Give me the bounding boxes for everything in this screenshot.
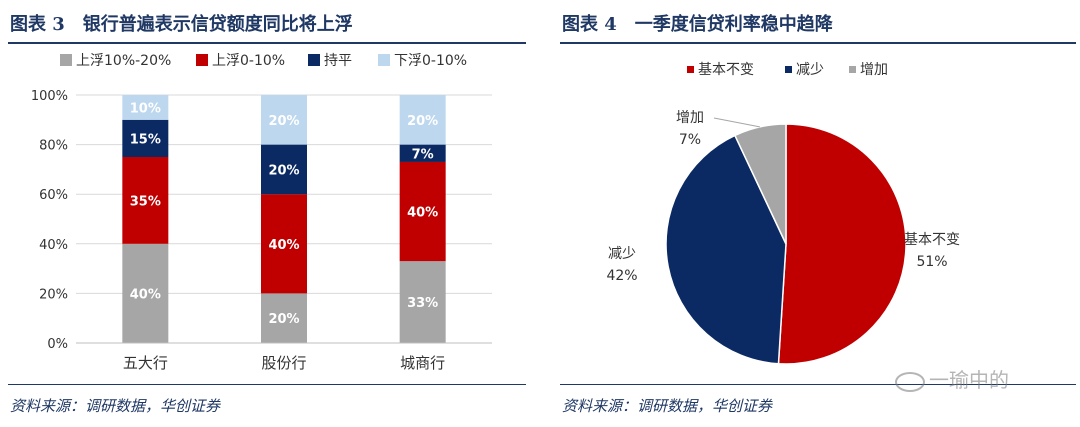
bar-segment xyxy=(399,161,446,262)
legend-label: 基本不变 xyxy=(698,61,754,78)
source-rule xyxy=(560,384,1076,385)
data-label: 35% xyxy=(130,194,161,209)
legend-item: 持平 xyxy=(308,53,352,69)
x-tick-label: 城商行 xyxy=(400,354,445,372)
slice-label-value: 42% xyxy=(606,268,637,284)
legend-label: 增加 xyxy=(860,62,888,78)
slice-label-value: 51% xyxy=(916,254,947,270)
pie-chart-source: 资料来源：调研数据，华创证券 xyxy=(562,397,773,415)
legend-item: 增加 xyxy=(849,62,888,78)
bar-segment xyxy=(261,95,307,145)
data-label: 7% xyxy=(412,147,434,162)
y-tick-label: 80% xyxy=(39,139,68,154)
y-tick-label: 40% xyxy=(39,238,68,253)
data-label: 15% xyxy=(130,132,161,147)
y-tick-label: 100% xyxy=(31,89,68,104)
watermark-text: 一瑜中的 xyxy=(929,368,1009,392)
data-label: 10% xyxy=(130,101,161,116)
legend-swatch xyxy=(60,54,72,66)
legend-label: 上浮0-10% xyxy=(212,53,285,69)
bar-segment xyxy=(122,119,169,157)
data-label: 20% xyxy=(268,163,299,178)
slice-label-value: 7% xyxy=(679,132,701,148)
bar-segment xyxy=(261,293,307,343)
legend-swatch xyxy=(687,66,694,73)
pie-slice xyxy=(777,123,907,365)
title-rule xyxy=(8,42,526,44)
pie-chart-title: 图表 4 一季度信贷利率稳中趋降 xyxy=(562,14,833,35)
bar-segment xyxy=(399,261,446,343)
title-rule xyxy=(560,42,1076,44)
stacked-bar-chart: 上浮10%-20% 上浮0-10% 持平 下浮0-10% 0% 20% 40% 60% 80% 1… xyxy=(31,53,492,372)
legend-swatch xyxy=(308,54,320,66)
x-tick-label: 股份行 xyxy=(261,354,306,372)
slice-label-name: 增加 xyxy=(676,110,704,126)
bar-chart-title: 图表 3 银行普遍表示信贷额度同比将上浮 xyxy=(10,14,353,35)
legend-item: 下浮0-10% xyxy=(378,53,467,69)
watermark: 一瑜中的 xyxy=(895,364,1055,392)
data-label: 40% xyxy=(407,206,438,221)
legend-swatch xyxy=(378,54,390,66)
legend-swatch xyxy=(196,54,208,66)
data-label: 33% xyxy=(407,296,438,311)
y-tick-label: 0% xyxy=(47,337,68,352)
source-rule xyxy=(8,384,526,385)
bar-chart-panel: 图表 3 银行普遍表示信贷额度同比将上浮 上浮10%-20% 上浮0-10% 持平 下… xyxy=(0,0,530,427)
legend-swatch xyxy=(785,66,792,73)
x-tick-label: 五大行 xyxy=(123,354,168,372)
bar-segment xyxy=(399,144,446,162)
data-label: 40% xyxy=(268,238,299,253)
data-label: 40% xyxy=(130,287,161,302)
slice-label-name: 减少 xyxy=(608,246,636,262)
legend-item: 上浮10%-20% xyxy=(60,53,171,69)
y-tick-label: 60% xyxy=(39,188,68,203)
data-label: 20% xyxy=(268,312,299,327)
wechat-icon xyxy=(895,371,925,392)
legend-item: 减少 xyxy=(785,62,824,78)
legend-swatch xyxy=(849,66,856,73)
legend-label: 下浮0-10% xyxy=(394,53,467,69)
bar-segment xyxy=(261,194,307,294)
bar-chart-source: 资料来源：调研数据，华创证券 xyxy=(10,397,221,415)
leader-line xyxy=(713,117,760,128)
bar-segment xyxy=(399,95,446,145)
pie-chart-panel: 图表 4 一季度信贷利率稳中趋降 基本不变 减少 增加 基本不变 51% 减少 42% 增加 7… xyxy=(552,0,1080,427)
legend-label: 上浮10%-20% xyxy=(76,53,171,69)
y-tick-label: 20% xyxy=(39,287,68,302)
legend-label: 持平 xyxy=(324,53,352,69)
data-label: 20% xyxy=(268,114,299,129)
legend-label: 减少 xyxy=(796,62,824,78)
data-label: 20% xyxy=(407,114,438,129)
bar-segment xyxy=(122,243,169,343)
bar-segment xyxy=(261,144,307,195)
bar-segment xyxy=(122,157,169,244)
slice-label-name: 基本不变 xyxy=(904,231,960,248)
bar-segment xyxy=(122,95,169,120)
legend-item: 基本不变 xyxy=(687,61,754,78)
legend-item: 上浮0-10% xyxy=(196,53,285,69)
pie-slice xyxy=(665,134,787,365)
